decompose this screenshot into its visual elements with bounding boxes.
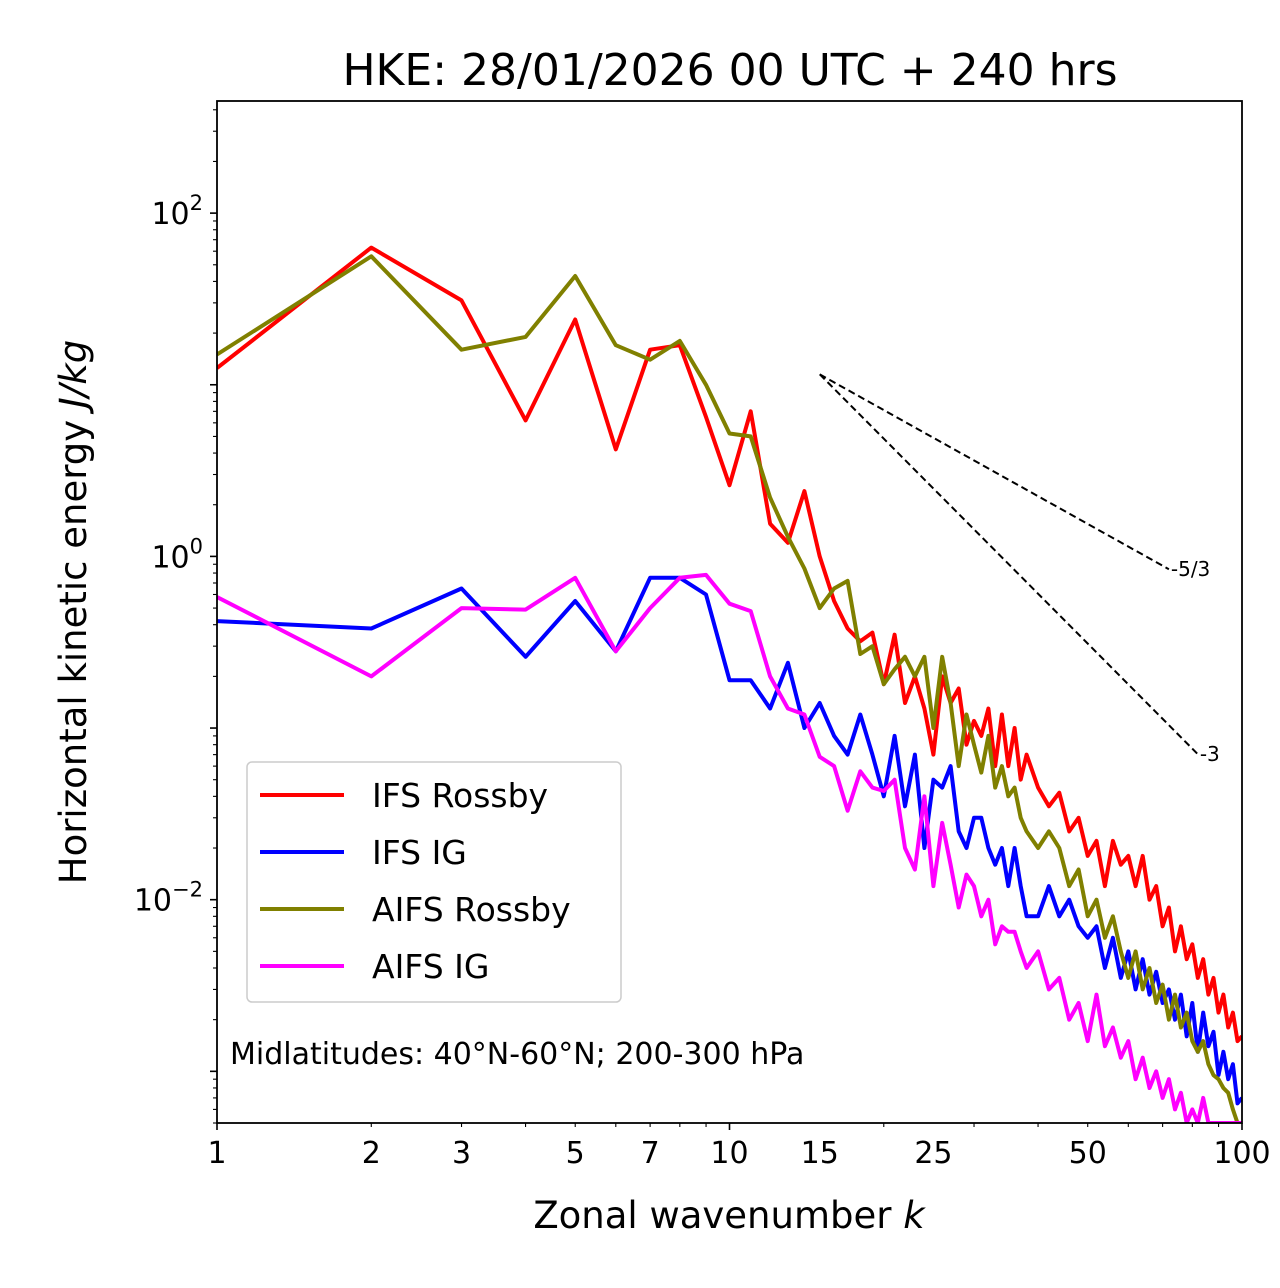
x-tick-label: 7 [641, 1136, 660, 1171]
x-tick-label: 10 [710, 1136, 748, 1171]
series-line-aifs-rossby [217, 254, 1242, 1123]
series-line-aifs-ig [217, 572, 1242, 1123]
x-tick-label: 2 [362, 1136, 381, 1171]
x-tick-label: 50 [1069, 1136, 1107, 1171]
series-line-ifs-rossby [217, 245, 1242, 1044]
y-axis-label-text: Horizontal kinetic energy [52, 420, 95, 884]
reference-slope-line [819, 373, 1199, 755]
x-tick-label: 15 [801, 1136, 839, 1171]
slope-label: -5/3 [1171, 557, 1210, 581]
reference-slope-line [819, 373, 1170, 571]
y-axis-label: Horizontal kinetic energy J/kg [52, 340, 95, 884]
x-tick-label: 25 [914, 1136, 952, 1171]
x-tick-label: 100 [1213, 1136, 1270, 1171]
y-tick-label: 10−2 [134, 878, 203, 919]
legend-label: AIFS IG [372, 947, 489, 986]
y-axis-label-unit: J/kg [52, 340, 95, 415]
y-axis-ticks: 10−2 100 102 [134, 109, 217, 1124]
x-axis-label-var: k [903, 1194, 926, 1237]
legend-label: IFS IG [372, 833, 467, 872]
x-axis-label: Zonal wavenumber k [533, 1194, 926, 1237]
region-annotation: Midlatitudes: 40°N-60°N; 200-300 hPa [230, 1037, 804, 1072]
y-tick-label: 102 [151, 191, 203, 232]
legend: IFS Rossby IFS IG AIFS Rossby AIFS IG [246, 761, 622, 1003]
legend-box [246, 761, 622, 1003]
chart-title: HKE: 28/01/2026 00 UTC + 240 hrs [342, 45, 1117, 96]
data-series [217, 245, 1242, 1123]
y-tick-label: 100 [151, 534, 203, 575]
x-tick-label: 1 [207, 1136, 226, 1171]
reference-slope-lines: -5/3 -3 [819, 373, 1220, 766]
legend-label: AIFS Rossby [372, 890, 571, 929]
x-axis-label-text: Zonal wavenumber [533, 1194, 892, 1237]
x-tick-label: 5 [566, 1136, 585, 1171]
x-tick-label: 3 [452, 1136, 471, 1171]
legend-label: IFS Rossby [372, 776, 548, 815]
x-axis-ticks: 1 2 3 5 7 10 15 25 50 100 [207, 1123, 1271, 1171]
slope-label: -3 [1200, 742, 1220, 766]
